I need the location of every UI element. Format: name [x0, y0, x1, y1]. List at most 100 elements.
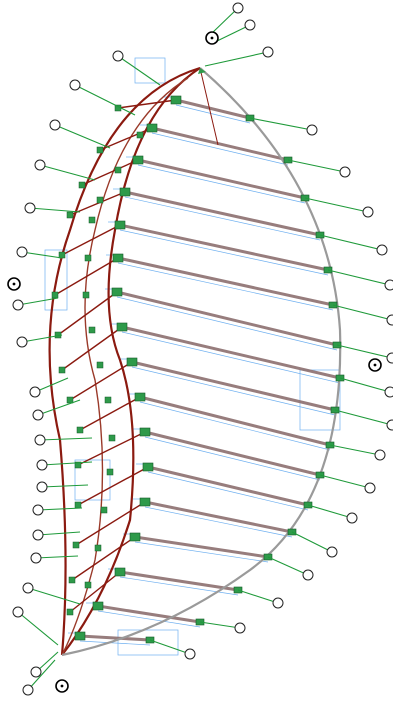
callout-leader — [204, 51, 269, 67]
callout-leader — [329, 444, 381, 456]
callout-bubble — [30, 666, 42, 678]
callout-leader — [54, 124, 111, 149]
callout-bubble — [374, 449, 386, 461]
dimension-line — [137, 164, 306, 204]
callout-bubble — [364, 482, 376, 494]
callout-leader — [29, 207, 81, 213]
cross-member — [61, 326, 123, 371]
cross-member — [99, 127, 153, 151]
connector-plate — [114, 567, 126, 577]
callout-leader — [117, 55, 161, 86]
callout-leader — [267, 556, 309, 576]
callout-leader — [332, 304, 393, 321]
rib-beam — [175, 98, 251, 120]
callout-leader — [149, 639, 191, 655]
section-mark-dot — [60, 684, 64, 688]
dimension-line — [139, 401, 331, 451]
dimension-line — [144, 436, 321, 481]
boundary-arcs — [48, 66, 342, 657]
callout-leader — [17, 611, 59, 646]
callout-leader — [35, 555, 79, 559]
dimension-line — [151, 132, 289, 166]
rib-beam — [151, 126, 289, 162]
connector-plate — [129, 532, 141, 542]
callout-leader — [334, 409, 393, 426]
callout-leader — [319, 234, 383, 251]
connector-plate — [94, 544, 102, 552]
callout-bubble — [386, 352, 393, 364]
callout-leader — [339, 377, 391, 393]
rib-beams — [79, 98, 341, 642]
callout-bubble — [16, 336, 28, 348]
callout-bubble — [34, 159, 46, 171]
rib-beam — [139, 395, 331, 447]
cross-member — [71, 536, 136, 581]
callout-leader — [27, 659, 56, 691]
connector-plate — [114, 220, 126, 230]
callout-leader — [37, 531, 81, 536]
cross-member — [117, 99, 177, 109]
connector-plate — [76, 426, 84, 434]
callout-leader — [41, 484, 89, 488]
rib-beam — [147, 465, 309, 507]
connector-plate — [58, 366, 66, 374]
apex-node — [198, 68, 206, 74]
callout-leader — [249, 117, 313, 131]
dimension-line — [79, 640, 151, 646]
section-mark-dot — [373, 363, 377, 367]
cross-member — [79, 396, 141, 431]
connector-plate — [66, 211, 74, 219]
rib-beam — [121, 325, 341, 380]
connector-plate — [134, 392, 146, 402]
rib-beam — [144, 500, 293, 534]
callout-bubble — [234, 622, 246, 634]
callout-bubble — [22, 582, 34, 594]
callout-bubble — [362, 206, 374, 218]
callout-leader — [21, 334, 63, 343]
callout-bubble — [34, 434, 46, 446]
callout-bubble — [184, 648, 196, 660]
callout-bubble — [384, 386, 393, 398]
section-mark-dot — [12, 282, 16, 286]
callout-leader — [327, 269, 391, 286]
callout-bubble — [244, 19, 256, 31]
callout-leader — [37, 399, 81, 416]
callout-leader — [214, 24, 251, 43]
cross-member — [54, 257, 119, 296]
callout-leader — [74, 84, 136, 116]
callout-bubble — [49, 119, 61, 131]
connector-plates — [51, 68, 345, 644]
inner-left-arc — [61, 67, 201, 656]
callout-bubble — [232, 2, 244, 14]
callout-bubble — [272, 597, 284, 609]
connector-plate — [112, 253, 124, 263]
right-arc — [61, 67, 342, 657]
connector-plate — [142, 462, 154, 472]
connector-plate — [96, 146, 104, 154]
cross-member — [69, 191, 126, 216]
connector-plate — [78, 181, 86, 189]
callout-bubble — [262, 46, 274, 58]
callout-leader — [34, 377, 69, 393]
section-marks — [7, 31, 382, 693]
callout-leader — [41, 461, 93, 466]
rib-beam — [124, 190, 321, 237]
outer-left-arc — [48, 66, 201, 656]
callout-bubble — [386, 419, 393, 431]
connector-plate — [104, 396, 112, 404]
connector-plate — [116, 322, 128, 332]
connector-plate — [126, 357, 138, 367]
detail-box — [44, 249, 68, 311]
callout-bubble — [302, 569, 314, 581]
dimension-line — [117, 262, 334, 311]
callout-bubble — [339, 166, 351, 178]
callout-leader — [237, 589, 279, 604]
connector-plate — [139, 497, 151, 507]
connector-plate — [139, 427, 151, 437]
connector-plate — [74, 501, 82, 509]
dimension-line — [124, 196, 321, 241]
callout-leader — [307, 504, 353, 519]
callout-bubble — [22, 684, 34, 696]
detail-box — [117, 629, 179, 656]
